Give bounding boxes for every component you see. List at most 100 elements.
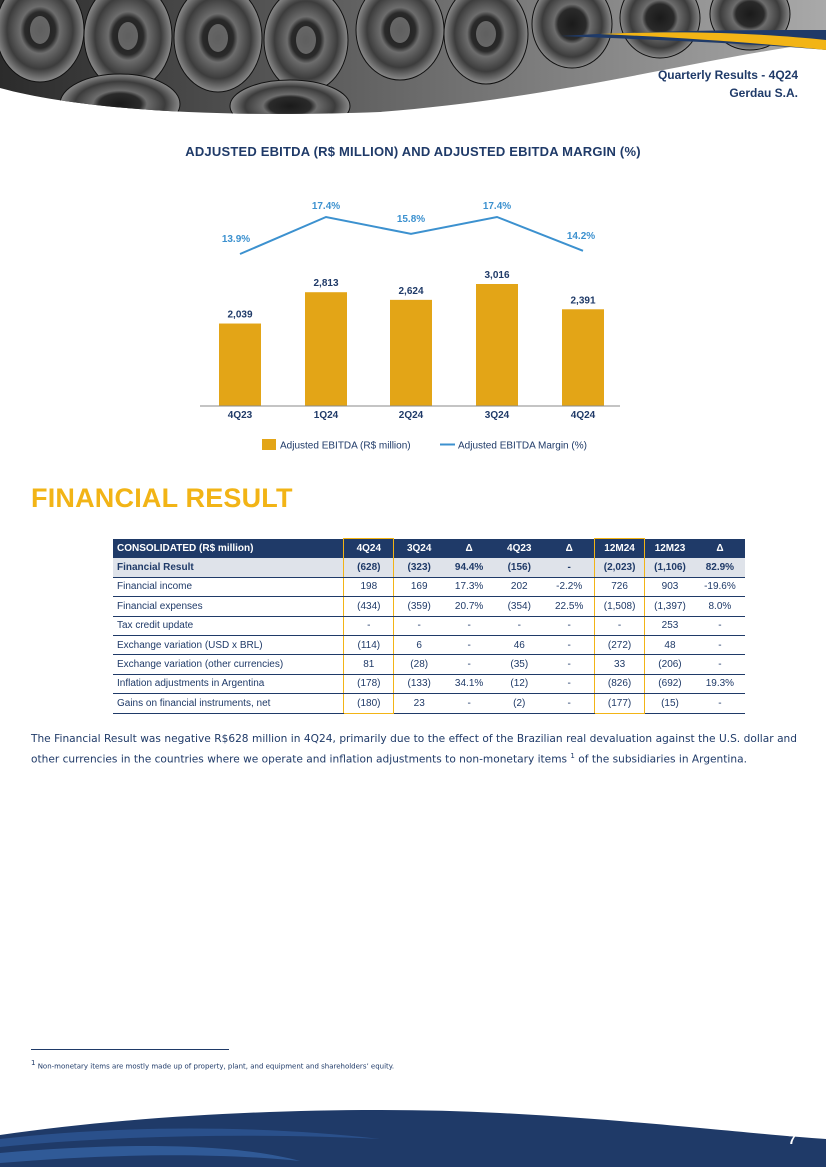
table-cell: - (444, 616, 495, 636)
ebitda-bar-label: 2,391 (570, 295, 595, 306)
ebitda-bar (476, 284, 518, 406)
footnote-text: Non-monetary items are mostly made up of… (35, 1062, 395, 1071)
table-cell: 34.1% (444, 674, 495, 695)
table-cell: - (544, 557, 595, 578)
table-cell: (359) (393, 596, 445, 617)
table-cell: - (694, 654, 745, 675)
table-cell: - (544, 674, 595, 695)
footnote-ref[interactable]: 1 (570, 752, 575, 760)
table-cell: 46 (494, 635, 545, 656)
table-cell: 8.0% (694, 596, 745, 617)
table-cell: - (544, 693, 595, 714)
page-number: 7 (788, 1131, 796, 1147)
table-cell: - (393, 616, 445, 636)
row-label: Financial income (113, 577, 344, 598)
table-cell: 198 (343, 577, 395, 598)
footer-wave (0, 1109, 826, 1167)
row-label: Financial Result (113, 557, 344, 578)
margin-point-label: 17.4% (312, 201, 340, 212)
column-header: 12M24 (593, 537, 646, 558)
table-cell: 6 (393, 635, 445, 656)
x-labels-layer: 4Q23 1Q24 2Q24 3Q24 4Q24 (228, 410, 596, 421)
ebitda-bar (305, 292, 347, 406)
table-cell: - (444, 635, 495, 656)
legend-bar-swatch (262, 439, 276, 450)
bars-layer: 2,039 2,813 2,624 3,016 2,391 (219, 270, 604, 406)
margin-point-label: 13.9% (222, 234, 250, 245)
ebitda-bar (562, 309, 604, 406)
x-tick-label: 2Q24 (399, 410, 424, 421)
margin-line (239, 215, 584, 255)
table-header-row: CONSOLIDATED (R$ million) 4Q24 3Q24 Δ 4Q23 Δ 1… (113, 537, 745, 558)
table-cell: 20.7% (444, 596, 495, 617)
row-label: Tax credit update (113, 616, 344, 636)
column-header: 4Q24 (343, 537, 395, 558)
section-heading: FINANCIAL RESULT (31, 483, 293, 513)
ebitda-bar (390, 299, 432, 406)
table-cell: 202 (494, 577, 545, 598)
table-row: Financial expenses (434) (359) 20.7% (354) 22… (113, 596, 745, 617)
column-header: 4Q23 (494, 538, 545, 558)
table-cell: (1,508) (593, 596, 646, 617)
column-header: 12M23 (644, 538, 695, 558)
report-title: Quarterly Results - 4Q24 (657, 68, 798, 82)
table-cell: (206) (644, 654, 695, 675)
table-cell: (178) (343, 674, 395, 695)
column-header: CONSOLIDATED (R$ million) (113, 538, 344, 558)
table-cell: (35) (494, 654, 545, 675)
table-header: CONSOLIDATED (R$ million) 4Q24 3Q24 Δ 4Q23 Δ 1… (113, 537, 745, 558)
table-cell: (2) (494, 693, 545, 714)
table-cell: 48 (644, 635, 695, 656)
table-cell: - (593, 616, 646, 636)
company-name: Gerdau S.A. (729, 86, 798, 100)
table-cell: 22.5% (544, 596, 595, 617)
margin-point-label: 14.2% (567, 231, 595, 242)
x-tick-label: 4Q24 (571, 410, 596, 421)
table-cell: 23 (393, 693, 445, 714)
table-body: Financial Result (628) (323) 94.4% (156) - (2,… (113, 557, 745, 714)
table-cell: (1,397) (644, 596, 695, 617)
table-cell: - (444, 654, 495, 675)
row-label: Gains on financial instruments, net (113, 693, 344, 714)
x-tick-label: 3Q24 (485, 410, 510, 421)
table-cell: - (444, 693, 495, 714)
column-header: 3Q24 (393, 538, 445, 558)
legend-line-label: Adjusted EBITDA Margin (%) (458, 441, 587, 452)
margin-point-label: 17.4% (483, 201, 511, 212)
table-cell: - (694, 693, 745, 714)
header-banner (0, 0, 826, 114)
paragraph-main: The Financial Result was negative R$628 … (31, 733, 797, 766)
table-cell: (114) (343, 635, 395, 656)
table-row: Exchange variation (other currencies) 81(… (113, 654, 745, 675)
footnote-marker: 1 (31, 1059, 36, 1067)
table-cell: (272) (593, 635, 646, 656)
table-cell: (156) (494, 557, 545, 578)
row-label: Exchange variation (other currencies) (113, 654, 344, 675)
x-tick-label: 4Q23 (228, 410, 253, 421)
body-paragraph: The Financial Result was negative R$628 … (31, 731, 797, 769)
table-cell: (826) (593, 674, 646, 695)
table-cell: 169 (393, 577, 445, 598)
column-header: Δ (694, 538, 745, 558)
table-cell: (692) (644, 674, 695, 695)
table-cell: -19.6% (694, 577, 745, 598)
table-cell: - (544, 654, 595, 675)
footnote-divider (31, 1049, 229, 1050)
chart-legend: Adjusted EBITDA (R$ million) Adjusted EB… (262, 439, 587, 452)
footnote: 1 Non-monetary items are mostly made up … (31, 1059, 394, 1070)
table-cell: (323) (393, 557, 445, 578)
table-cell: (180) (343, 693, 395, 714)
header-text: Quarterly Results - 4Q24 Gerdau S.A. (658, 66, 798, 102)
table-cell: - (694, 635, 745, 656)
table-row: Gains on financial instruments, net (180)… (113, 693, 745, 714)
legend-bar-label: Adjusted EBITDA (R$ million) (280, 441, 411, 452)
table-row: Financial Result (628) (323) 94.4% (156) - (2,… (113, 557, 745, 578)
ebitda-bar (219, 323, 261, 406)
table-cell: 19.3% (694, 674, 745, 695)
table-cell: - (494, 616, 545, 636)
table-cell: (434) (343, 596, 395, 617)
row-label: Exchange variation (USD x BRL) (113, 635, 344, 656)
table-cell: (177) (593, 693, 646, 714)
ebitda-bar-label: 3,016 (484, 270, 509, 281)
table-cell: - (544, 635, 595, 656)
